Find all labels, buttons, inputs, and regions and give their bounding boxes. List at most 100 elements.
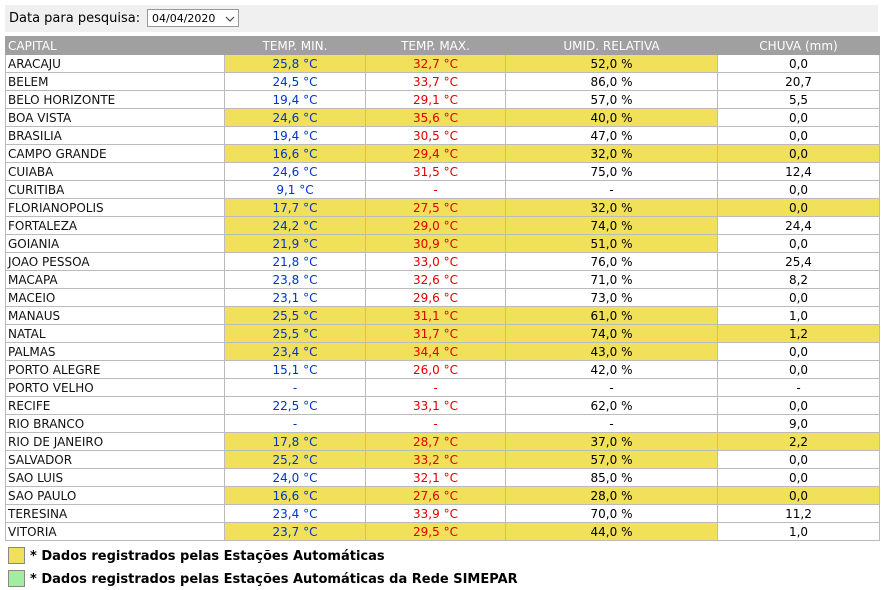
value-cell: 5,5 bbox=[717, 90, 880, 109]
value-cell: 0,0 bbox=[717, 54, 880, 73]
capital-cell: FLORIANOPOLIS bbox=[5, 198, 225, 217]
table-row: SAO PAULO 16,6 °C 27,6 °C 28,0 % 0,0 bbox=[5, 486, 880, 505]
value-cell: 25,5 °C bbox=[224, 324, 366, 343]
value-cell: 85,0 % bbox=[505, 468, 718, 487]
capital-cell: JOAO PESSOA bbox=[5, 252, 225, 271]
value-cell: 27,6 °C bbox=[365, 486, 506, 505]
capital-cell: BELEM bbox=[5, 72, 225, 91]
capital-cell: ARACAJU bbox=[5, 54, 225, 73]
value-cell: 19,4 °C bbox=[224, 126, 366, 145]
capital-cell: CAMPO GRANDE bbox=[5, 144, 225, 163]
value-cell: 42,0 % bbox=[505, 360, 718, 379]
value-cell: 34,4 °C bbox=[365, 342, 506, 361]
capital-cell: BRASILIA bbox=[5, 126, 225, 145]
column-header: CAPITAL bbox=[5, 36, 225, 55]
value-cell: 76,0 % bbox=[505, 252, 718, 271]
table-row: CURITIBA 9,1 °C - -0,0 bbox=[5, 180, 880, 199]
table-row: CAMPO GRANDE 16,6 °C 29,4 °C 32,0 % 0,0 bbox=[5, 144, 880, 163]
value-cell: 0,0 bbox=[717, 468, 880, 487]
value-cell: 0,0 bbox=[717, 360, 880, 379]
value-cell: - bbox=[224, 414, 366, 433]
value-cell: 12,4 bbox=[717, 162, 880, 181]
value-cell: 2,2 bbox=[717, 432, 880, 451]
value-cell: 24,0 °C bbox=[224, 468, 366, 487]
table-body: ARACAJU 25,8 °C 32,7 °C 52,0 % 0,0 BELEM 24,5 … bbox=[5, 54, 880, 541]
search-label: Data para pesquisa: bbox=[9, 11, 141, 26]
value-cell: 29,0 °C bbox=[365, 216, 506, 235]
capital-cell: FORTALEZA bbox=[5, 216, 225, 235]
value-cell: 0,0 bbox=[717, 108, 880, 127]
table-row: VITORIA 23,7 °C 29,5 °C 44,0 % 1,0 bbox=[5, 522, 880, 541]
value-cell: 1,0 bbox=[717, 522, 880, 541]
table-row: MACEIO 23,1 °C 29,6 °C 73,0 % 0,0 bbox=[5, 288, 880, 307]
capital-cell: VITORIA bbox=[5, 522, 225, 541]
value-cell: 57,0 % bbox=[505, 90, 718, 109]
value-cell: 32,0 % bbox=[505, 144, 718, 163]
capital-cell: RIO DE JANEIRO bbox=[5, 432, 225, 451]
value-cell: 70,0 % bbox=[505, 504, 718, 523]
table-row: RECIFE 22,5 °C 33,1 °C 62,0 % 0,0 bbox=[5, 396, 880, 415]
capital-cell: MACEIO bbox=[5, 288, 225, 307]
value-cell: 28,0 % bbox=[505, 486, 718, 505]
value-cell: 32,0 % bbox=[505, 198, 718, 217]
legend-item: * Dados registrados pelas Estações Autom… bbox=[8, 570, 878, 590]
value-cell: - bbox=[505, 378, 718, 397]
value-cell: 25,4 bbox=[717, 252, 880, 271]
value-cell: 26,0 °C bbox=[365, 360, 506, 379]
value-cell: 29,6 °C bbox=[365, 288, 506, 307]
table-row: NATAL 25,5 °C 31,7 °C 74,0 % 1,2 bbox=[5, 324, 880, 343]
capital-cell: PORTO VELHO bbox=[5, 378, 225, 397]
header-row: CAPITAL TEMP. MIN. TEMP. MAX. UMID. RELATIV… bbox=[5, 36, 880, 55]
value-cell: 23,8 °C bbox=[224, 270, 366, 289]
value-cell: 0,0 bbox=[717, 450, 880, 469]
value-cell: 22,5 °C bbox=[224, 396, 366, 415]
legend-text: * Dados registrados pelas Estações Autom… bbox=[30, 549, 385, 564]
value-cell: 23,1 °C bbox=[224, 288, 366, 307]
value-cell: 0,0 bbox=[717, 198, 880, 217]
value-cell: 47,0 % bbox=[505, 126, 718, 145]
value-cell: 33,0 °C bbox=[365, 252, 506, 271]
value-cell: 9,1 °C bbox=[224, 180, 366, 199]
value-cell: - bbox=[505, 180, 718, 199]
value-cell: 33,9 °C bbox=[365, 504, 506, 523]
value-cell: - bbox=[505, 414, 718, 433]
value-cell: 57,0 % bbox=[505, 450, 718, 469]
column-header: UMID. RELATIVA bbox=[505, 36, 718, 55]
value-cell: 25,2 °C bbox=[224, 450, 366, 469]
legend-item: * Dados registrados pelas Estações Autom… bbox=[8, 547, 878, 567]
value-cell: 25,8 °C bbox=[224, 54, 366, 73]
table-row: RIO BRANCO - - -9,0 bbox=[5, 414, 880, 433]
value-cell: 0,0 bbox=[717, 396, 880, 415]
capital-cell: PALMAS bbox=[5, 342, 225, 361]
value-cell: 24,2 °C bbox=[224, 216, 366, 235]
value-cell: 16,6 °C bbox=[224, 486, 366, 505]
value-cell: 28,7 °C bbox=[365, 432, 506, 451]
value-cell: 32,7 °C bbox=[365, 54, 506, 73]
value-cell: 1,0 bbox=[717, 306, 880, 325]
date-value: 04/04/2020 bbox=[152, 12, 216, 25]
value-cell: 43,0 % bbox=[505, 342, 718, 361]
value-cell: 0,0 bbox=[717, 486, 880, 505]
capital-cell: MANAUS bbox=[5, 306, 225, 325]
value-cell: 1,2 bbox=[717, 324, 880, 343]
value-cell: 16,6 °C bbox=[224, 144, 366, 163]
legend-swatch bbox=[8, 570, 25, 587]
value-cell: 11,2 bbox=[717, 504, 880, 523]
value-cell: 31,1 °C bbox=[365, 306, 506, 325]
table-row: FORTALEZA 24,2 °C 29,0 °C 74,0 % 24,4 bbox=[5, 216, 880, 235]
value-cell: 40,0 % bbox=[505, 108, 718, 127]
capital-cell: CURITIBA bbox=[5, 180, 225, 199]
value-cell: 30,9 °C bbox=[365, 234, 506, 253]
value-cell: 29,1 °C bbox=[365, 90, 506, 109]
date-select[interactable]: 04/04/2020 bbox=[147, 9, 239, 27]
table-row: PALMAS 23,4 °C 34,4 °C 43,0 % 0,0 bbox=[5, 342, 880, 361]
value-cell: 73,0 % bbox=[505, 288, 718, 307]
capital-cell: TERESINA bbox=[5, 504, 225, 523]
table-row: BOA VISTA 24,6 °C 35,6 °C 40,0 % 0,0 bbox=[5, 108, 880, 127]
value-cell: 0,0 bbox=[717, 342, 880, 361]
value-cell: 74,0 % bbox=[505, 324, 718, 343]
capital-cell: SAO PAULO bbox=[5, 486, 225, 505]
value-cell: 51,0 % bbox=[505, 234, 718, 253]
table-row: BELEM 24,5 °C 33,7 °C 86,0 % 20,7 bbox=[5, 72, 880, 91]
